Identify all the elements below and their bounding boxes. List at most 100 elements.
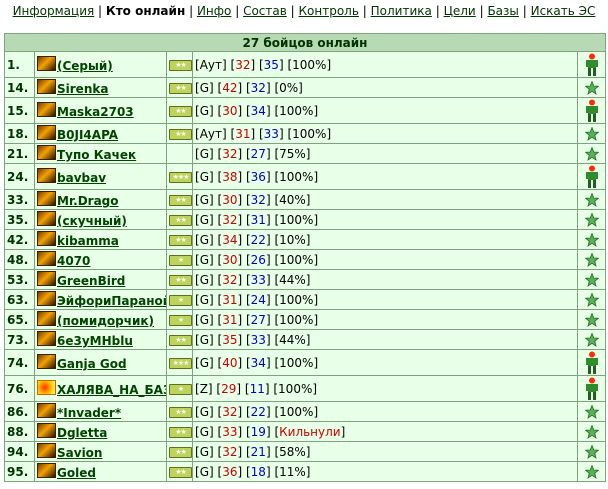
fighter-name-link[interactable]: *Invader*: [57, 406, 122, 420]
stat-blue: 26: [250, 252, 266, 267]
health-status: 11%: [279, 464, 306, 479]
fighter-name-link[interactable]: Тупо Качек: [57, 148, 137, 162]
fighter-cell: 6e3yMHblu: [34, 329, 167, 350]
clan-emblem-icon[interactable]: [37, 251, 56, 266]
clan-emblem-icon[interactable]: [37, 463, 56, 478]
clan-emblem-icon[interactable]: [37, 291, 56, 306]
nav-link-7[interactable]: Базы: [487, 4, 519, 18]
fighter-name-link[interactable]: ХАЛЯВА_НА_БАЗЕ: [57, 383, 166, 397]
nav-link-8[interactable]: Искать ЭС: [530, 4, 596, 18]
fighter-cell: ХАЛЯВА_НА_БАЗЕ: [34, 375, 167, 402]
fighter-name-link[interactable]: Savion: [57, 446, 103, 460]
nav-separator: |: [362, 4, 367, 18]
location-code: G: [199, 332, 209, 347]
nav-link-3[interactable]: Состав: [243, 4, 287, 18]
fighter-stats: [Z] [29] [11] [100%]: [192, 375, 578, 402]
row-number: 14.: [4, 77, 35, 98]
green-star-icon: [576, 77, 607, 98]
clan-emblem-icon[interactable]: [37, 354, 56, 369]
clan-emblem-icon[interactable]: [37, 231, 56, 246]
clan-emblem-icon[interactable]: [37, 79, 56, 94]
clan-emblem-icon[interactable]: [37, 211, 56, 226]
fighter-stats: [G] [42] [32] [0%]: [192, 77, 578, 98]
clan-emblem-icon[interactable]: [37, 102, 56, 117]
stat-red: 40: [222, 355, 238, 370]
rank-cell: ★★: [166, 441, 193, 462]
green-star-icon: [576, 229, 607, 250]
clan-emblem-icon[interactable]: [37, 380, 56, 395]
clan-emblem-icon[interactable]: [37, 125, 56, 140]
clan-emblem-icon[interactable]: [37, 191, 56, 206]
fighter-name-link[interactable]: kibamma: [57, 234, 119, 248]
clan-emblem-icon[interactable]: [37, 423, 56, 438]
nav-link-2[interactable]: Инфо: [196, 4, 232, 18]
fighter-name-link[interactable]: Mr.Drago: [57, 194, 119, 208]
stat-blue: 27: [250, 312, 266, 327]
stat-red: 30: [222, 252, 238, 267]
fighter-name-link[interactable]: 6e3yMHblu: [57, 334, 133, 348]
fighter-cell: Ganja God: [34, 349, 167, 376]
location-code: G: [199, 404, 209, 419]
fighter-stats: [G] [32] [22] [100%]: [192, 401, 578, 422]
fighter-cell: Тупо Качек: [34, 143, 167, 164]
row-number: 15.: [4, 97, 35, 124]
health-status: 58%: [279, 444, 306, 459]
health-status: 100%: [292, 126, 327, 141]
fighter-cell: Maska2703: [34, 97, 167, 124]
stat-red: 32: [222, 444, 238, 459]
health-status: 100%: [278, 381, 313, 396]
fighter-name-link[interactable]: GreenBird: [57, 274, 126, 288]
fighter-name-link[interactable]: Goled: [57, 466, 96, 480]
health-status: 100%: [279, 404, 314, 419]
nav-separator: |: [479, 4, 484, 18]
nav-link-1[interactable]: Кто онлайн: [105, 4, 186, 18]
fighter-stats: [G] [32] [21] [58%]: [192, 441, 578, 462]
stat-red: 33: [222, 424, 238, 439]
clan-emblem-icon[interactable]: [37, 331, 56, 346]
fighter-name-link[interactable]: (скучный): [57, 214, 127, 228]
stat-red: 31: [235, 126, 251, 141]
green-star-icon: [576, 189, 607, 210]
fighter-name-link[interactable]: B0JI4APA: [57, 128, 119, 142]
row-number: 18.: [4, 123, 35, 144]
fighter-name-link[interactable]: Ganja God: [57, 357, 127, 371]
stat-blue: 18: [250, 464, 266, 479]
nav-link-0[interactable]: Информация: [12, 4, 95, 18]
location-code: G: [199, 292, 209, 307]
clan-emblem-icon[interactable]: [37, 443, 56, 458]
fighter-name-link[interactable]: (Серый): [57, 59, 113, 73]
fighter-name-link[interactable]: Maska2703: [57, 105, 134, 119]
soldier-icon: [576, 51, 607, 78]
fighter-name-link[interactable]: Sirenka: [57, 82, 109, 96]
clan-emblem-icon[interactable]: [37, 145, 56, 160]
fighter-name-link[interactable]: 4070: [57, 254, 91, 268]
rank-star-badge-icon: ★★: [169, 128, 192, 140]
location-code: G: [199, 444, 209, 459]
fighter-name-link[interactable]: Dgletta: [57, 426, 108, 440]
stat-blue: 24: [250, 292, 266, 307]
clan-emblem-icon[interactable]: [37, 56, 56, 71]
rank-star-badge-icon: ★★: [169, 194, 192, 206]
rank-star-badge-icon: ★: [169, 254, 192, 266]
fighter-name-link[interactable]: ЭйфориПаранойа: [57, 294, 166, 308]
stat-red: 32: [222, 404, 238, 419]
clan-emblem-icon[interactable]: [37, 311, 56, 326]
row-number: 73.: [4, 329, 35, 350]
health-status: 100%: [292, 57, 327, 72]
table-row: 14. Sirenka ★★ [G] [42] [32] [0%]: [4, 77, 607, 98]
clan-emblem-icon[interactable]: [37, 168, 56, 183]
nav-link-4[interactable]: Контроль: [298, 4, 359, 18]
soldier-icon: [576, 349, 607, 376]
nav-separator: |: [98, 4, 103, 18]
clan-emblem-icon[interactable]: [37, 271, 56, 286]
nav-link-5[interactable]: Политика: [370, 4, 432, 18]
nav-link-6[interactable]: Цели: [443, 4, 476, 18]
fighter-name-link[interactable]: bavbav: [57, 171, 107, 185]
fighter-name-link[interactable]: (помидорчик): [57, 314, 155, 328]
fighter-cell: ЭйфориПаранойа: [34, 289, 167, 310]
green-star-icon: [576, 123, 607, 144]
clan-emblem-icon[interactable]: [37, 403, 56, 418]
rank-cell: ★★: [166, 51, 193, 78]
health-status: 100%: [279, 169, 314, 184]
row-number: 1.: [4, 51, 35, 78]
